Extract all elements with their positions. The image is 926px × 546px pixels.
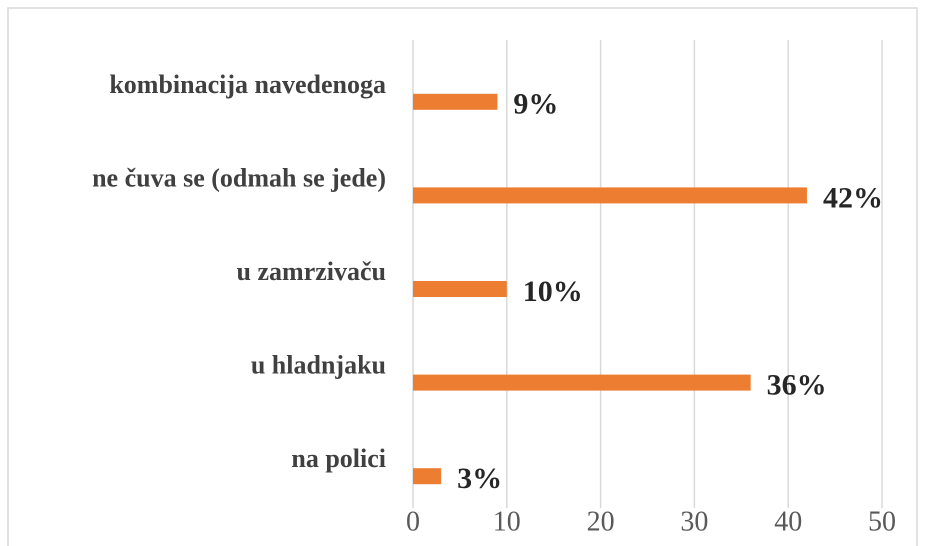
value-label: 36% <box>767 368 827 401</box>
x-tick-label: 20 <box>587 506 615 537</box>
value-label: 42% <box>823 181 883 214</box>
bar <box>413 187 807 204</box>
x-tick-label: 50 <box>868 506 896 537</box>
y-tick-label: u zamrzivaču <box>237 257 386 286</box>
bar <box>413 93 498 110</box>
x-tick-label: 30 <box>680 506 708 537</box>
x-tick-label: 0 <box>406 506 420 537</box>
value-label: 3% <box>457 462 502 495</box>
x-tick-label: 40 <box>774 506 802 537</box>
y-tick-label: u hladnjaku <box>251 351 386 380</box>
x-tick-label: 10 <box>493 506 521 537</box>
bar <box>413 468 442 485</box>
bar <box>413 281 507 297</box>
value-label: 10% <box>523 275 583 308</box>
y-tick-label: ne čuva se (odmah se jede) <box>92 163 386 192</box>
value-label: 9% <box>513 88 558 121</box>
y-tick-label: na polici <box>291 444 386 473</box>
bar <box>413 374 751 391</box>
y-tick-label: kombinacija navedenoga <box>109 70 386 99</box>
